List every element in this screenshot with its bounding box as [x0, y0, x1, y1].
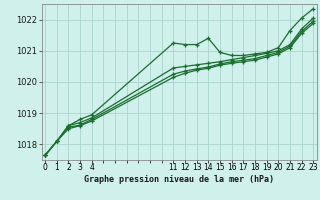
X-axis label: Graphe pression niveau de la mer (hPa): Graphe pression niveau de la mer (hPa) [84, 175, 274, 184]
